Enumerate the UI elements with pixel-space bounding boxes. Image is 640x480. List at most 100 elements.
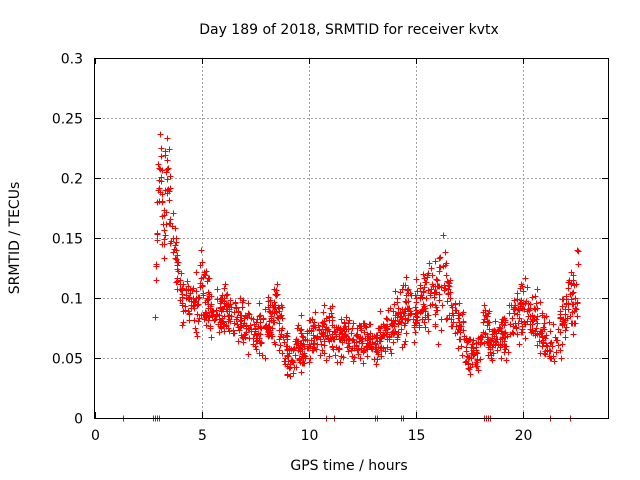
data-point bbox=[456, 312, 463, 319]
data-point bbox=[203, 322, 210, 329]
data-point bbox=[509, 315, 516, 322]
data-point bbox=[158, 153, 165, 160]
data-point bbox=[196, 315, 203, 322]
data-point bbox=[470, 337, 477, 344]
data-point bbox=[360, 360, 367, 367]
data-point bbox=[452, 300, 459, 307]
data-point bbox=[437, 254, 444, 261]
data-points bbox=[120, 131, 582, 422]
data-point bbox=[276, 347, 283, 354]
data-point bbox=[462, 359, 469, 366]
data-point bbox=[153, 277, 160, 284]
data-point bbox=[297, 359, 304, 366]
data-point bbox=[491, 327, 498, 334]
data-point bbox=[475, 339, 482, 346]
data-point bbox=[498, 355, 505, 362]
data-point bbox=[469, 341, 476, 348]
data-point bbox=[524, 308, 531, 315]
data-point bbox=[474, 350, 481, 357]
data-point bbox=[245, 351, 252, 358]
data-point bbox=[420, 271, 427, 278]
data-point bbox=[174, 278, 181, 285]
data-point bbox=[541, 320, 548, 327]
data-point bbox=[575, 248, 582, 255]
data-point bbox=[456, 336, 463, 343]
data-point bbox=[350, 358, 357, 365]
data-point bbox=[234, 321, 241, 328]
data-point bbox=[228, 313, 235, 320]
data-point bbox=[473, 347, 480, 354]
data-point bbox=[274, 291, 281, 298]
data-point bbox=[551, 358, 558, 365]
y-tick-label: 0 bbox=[74, 412, 83, 428]
data-point bbox=[178, 287, 185, 294]
x-tick-label: 15 bbox=[408, 428, 426, 444]
data-point bbox=[505, 349, 512, 356]
data-point bbox=[500, 331, 507, 338]
data-point bbox=[367, 335, 374, 342]
data-point bbox=[266, 324, 273, 331]
data-point bbox=[403, 292, 410, 299]
data-point bbox=[340, 354, 347, 361]
data-point bbox=[557, 314, 564, 321]
y-tick-label: 0.05 bbox=[52, 352, 83, 368]
data-point bbox=[299, 353, 306, 360]
data-point bbox=[230, 327, 237, 334]
data-point bbox=[277, 342, 284, 349]
data-point bbox=[390, 331, 397, 338]
data-point bbox=[236, 327, 243, 334]
data-point bbox=[191, 305, 198, 312]
data-point bbox=[214, 296, 221, 303]
data-point bbox=[279, 350, 286, 357]
data-point bbox=[166, 188, 173, 195]
data-point bbox=[202, 314, 209, 321]
data-point bbox=[308, 328, 315, 335]
data-point bbox=[343, 337, 350, 344]
data-point bbox=[306, 343, 313, 350]
data-point bbox=[354, 333, 361, 340]
y-tick-label: 0.25 bbox=[52, 112, 83, 128]
data-point bbox=[269, 302, 276, 309]
data-point bbox=[205, 275, 212, 282]
data-point bbox=[162, 148, 169, 155]
data-point bbox=[165, 165, 172, 172]
data-point bbox=[469, 361, 476, 368]
data-point bbox=[251, 331, 258, 338]
data-point bbox=[447, 277, 454, 284]
data-point bbox=[432, 323, 439, 330]
data-point bbox=[161, 255, 168, 262]
data-point bbox=[381, 332, 388, 339]
data-point bbox=[518, 329, 525, 336]
data-point bbox=[402, 338, 409, 345]
data-point bbox=[480, 309, 487, 316]
data-point bbox=[245, 300, 252, 307]
data-point bbox=[216, 329, 223, 336]
data-point bbox=[317, 352, 324, 359]
data-point bbox=[543, 342, 550, 349]
data-point bbox=[542, 335, 549, 342]
data-point bbox=[492, 338, 499, 345]
data-point bbox=[180, 319, 187, 326]
data-point bbox=[221, 285, 228, 292]
data-point bbox=[158, 174, 165, 181]
data-point bbox=[407, 308, 414, 315]
data-point bbox=[212, 316, 219, 323]
data-point bbox=[428, 265, 435, 272]
data-point bbox=[179, 322, 186, 329]
data-point bbox=[465, 354, 472, 361]
data-point bbox=[519, 323, 526, 330]
data-point bbox=[404, 287, 411, 294]
data-point bbox=[439, 302, 446, 309]
data-point bbox=[196, 294, 203, 301]
data-point bbox=[539, 343, 546, 350]
data-point bbox=[543, 313, 550, 320]
data-point bbox=[367, 321, 374, 328]
data-point bbox=[192, 325, 199, 332]
data-point bbox=[501, 315, 508, 322]
data-point bbox=[516, 315, 523, 322]
data-point bbox=[422, 305, 429, 312]
data-point bbox=[265, 294, 272, 301]
data-point bbox=[543, 332, 550, 339]
data-point bbox=[232, 299, 239, 306]
data-point bbox=[350, 320, 357, 327]
